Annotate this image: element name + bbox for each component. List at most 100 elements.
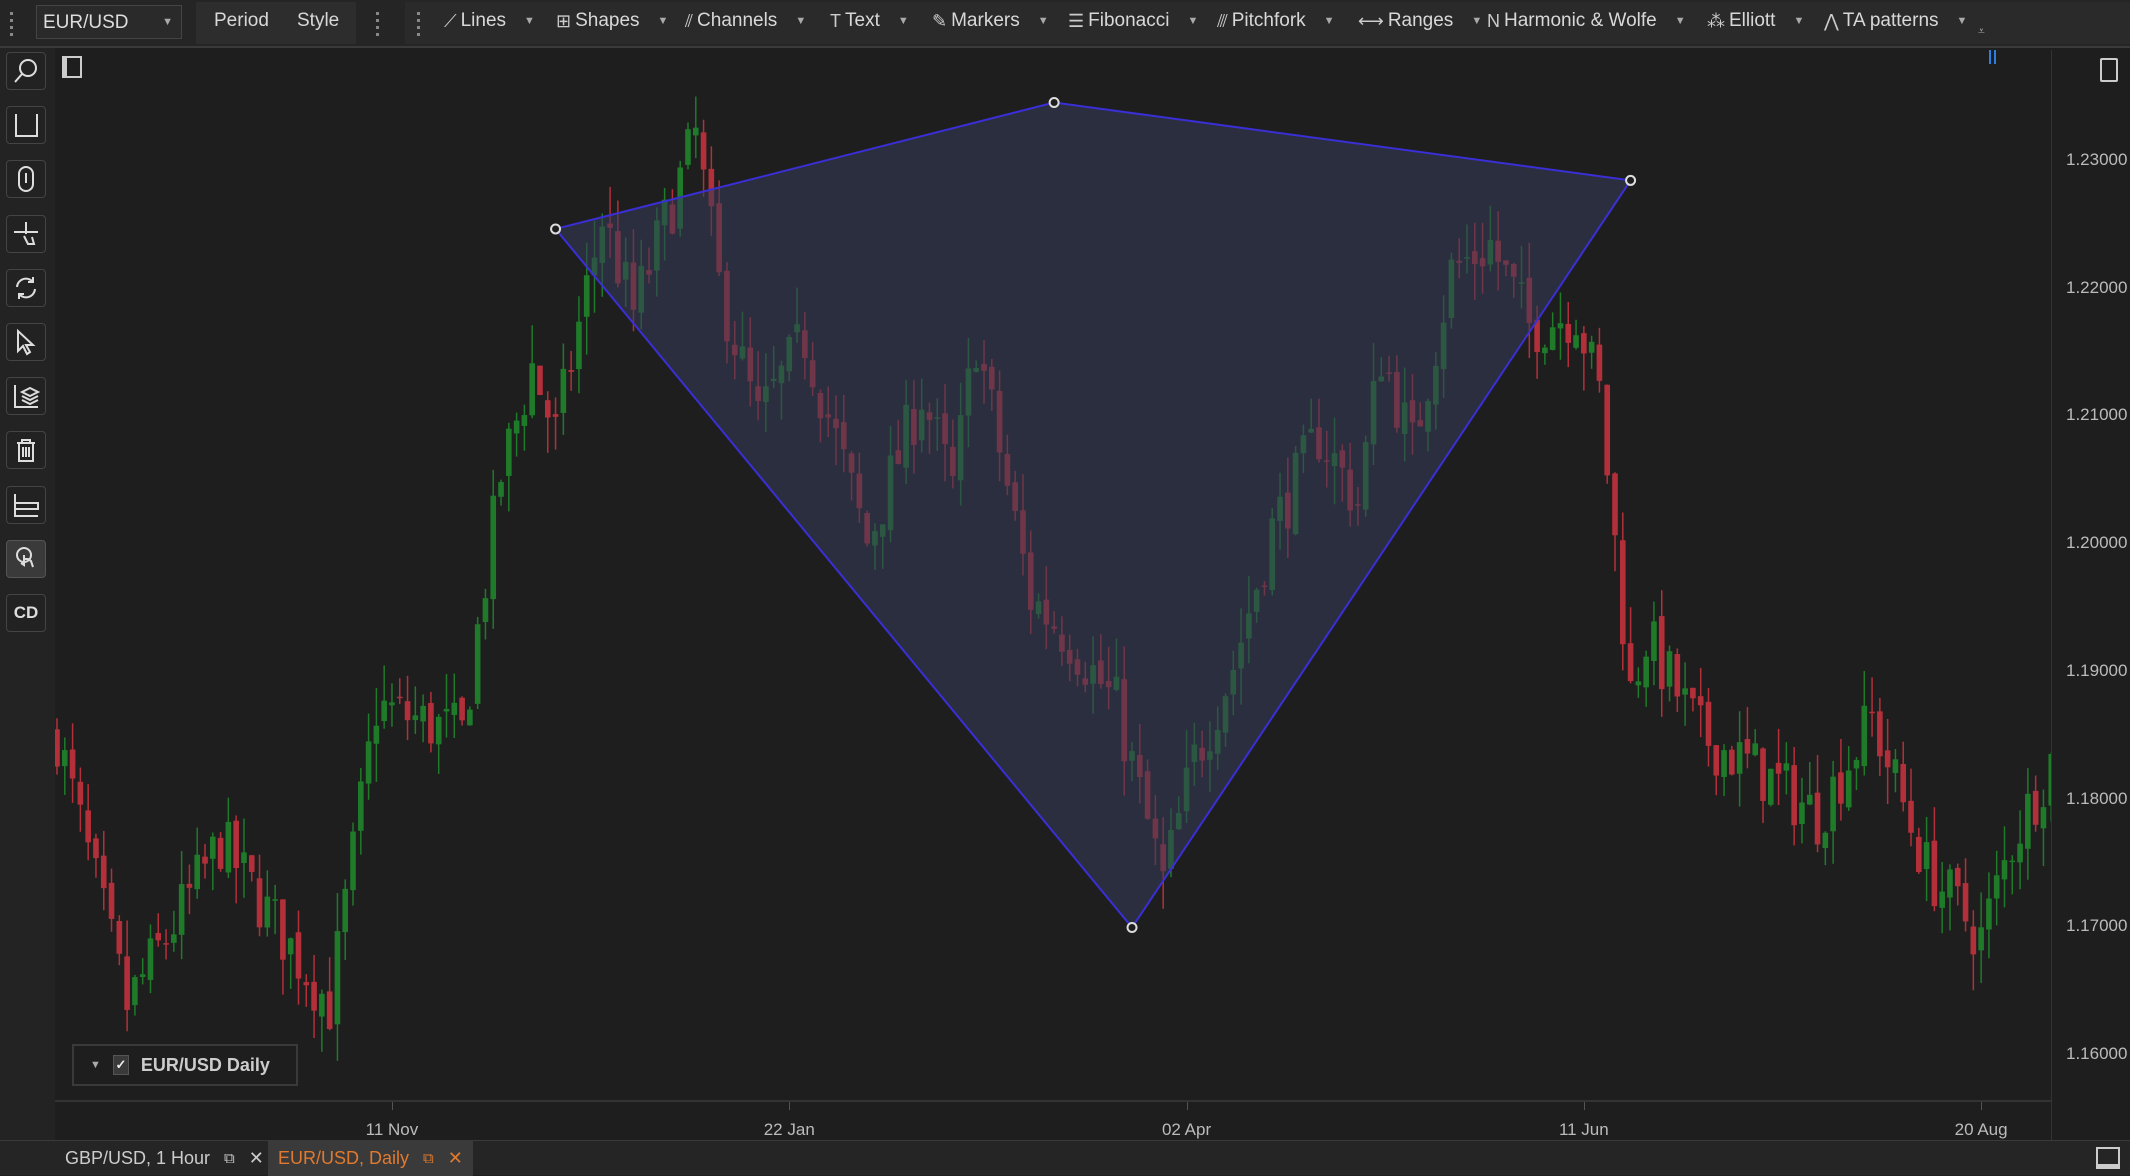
candle-body [451,702,458,715]
touch-mode-button[interactable] [6,539,46,578]
panel-toggle-icon[interactable] [2100,58,2118,82]
axis-settings-button[interactable] [6,485,46,524]
drawing-handle[interactable] [1625,174,1637,186]
refresh-icon [16,276,36,299]
candle-body [1830,776,1836,832]
chevron-down-icon[interactable]: ▼ [1471,15,1483,27]
time-tick-label: 11 Jun [1558,1120,1609,1139]
time-axis[interactable]: 11 Nov 22 Jan 02 Apr 11 Jun 20 Aug [55,1100,2051,1140]
chevron-down-icon[interactable]: ▼ [897,15,909,27]
maximize-icon[interactable] [2096,1147,2120,1169]
chevron-down-icon[interactable]: ▼ [795,15,807,27]
tool-elliott[interactable]: ⁂ Elliott ▼ [1707,10,1804,32]
tool-pitchfork[interactable]: ⫻ Pitchfork ▼ [1217,10,1335,32]
candle-body [93,838,99,859]
style-button[interactable]: Style [297,10,340,31]
candle-body [1565,323,1572,343]
chevron-down-icon[interactable]: ▼ [1187,15,1199,27]
tool-lines[interactable]: ⟋ Lines ▼ [444,10,535,32]
axis-scale-button[interactable] [6,106,46,145]
zoom-button[interactable] [6,52,46,90]
fibonacci-icon: ☰ [1068,10,1085,31]
tab-eurusd-daily[interactable]: EUR/USD, Daily ⧉ ✕ [268,1141,473,1176]
close-icon[interactable]: ✕ [447,1148,463,1168]
toolbar-grip[interactable] [10,12,13,36]
tool-channels[interactable]: ⫽ Channels ▼ [685,10,806,32]
chevron-down-icon[interactable]: ▼ [657,15,669,27]
channels-icon: ⫽ [685,10,694,31]
price-axis[interactable]: 1.23000 1.22000 1.21000 1.20000 1.19000 1.180… [2051,50,2130,1140]
detach-icon[interactable]: ⧉ [423,1150,434,1167]
tool-ta-patterns[interactable]: ⋀ TA patterns ▼ [1824,10,1967,32]
layers-button[interactable] [6,377,46,416]
trash-button[interactable] [6,431,46,470]
toolbar-grip[interactable] [417,12,420,36]
tab-gbpusd-1hour[interactable]: GBP/USD, 1 Hour ⧉ ✕ [55,1141,274,1176]
candle-body [381,700,387,722]
candle-body [1736,742,1743,774]
chevron-down-icon[interactable]: ▼ [1956,15,1968,27]
candle-body [1690,687,1696,699]
candle-body [1666,651,1673,687]
crosshair-data-button[interactable]: CD [6,594,46,632]
tool-markers[interactable]: ✎ Markers ▼ [932,10,1049,32]
tool-label: Lines [460,10,507,31]
pan-icon [14,221,38,245]
tool-shapes[interactable]: ⊞ Shapes ▼ [556,10,668,32]
tool-fibonacci[interactable]: ☰ Fibonacci ▼ [1068,10,1198,32]
sidebar-toggle-icon[interactable] [62,56,82,78]
drawing-handle[interactable] [550,223,562,235]
tool-harmonic-wolfe[interactable]: N Harmonic & Wolfe ▼ [1487,10,1686,32]
candle-body [132,977,138,1006]
candle-body [264,896,271,928]
tool-text[interactable]: T Text ▼ [830,10,909,32]
candle-body [521,415,528,426]
cursor-button[interactable] [6,323,46,361]
candle-body [1970,926,1977,955]
chevron-down-icon[interactable]: ▼ [1323,15,1335,27]
candle-body [474,624,481,704]
candle-body [583,275,590,317]
candle-body [506,428,512,476]
chevron-down-icon[interactable]: ▼ [1674,15,1686,27]
pan-button[interactable] [6,214,46,253]
chevron-down-icon[interactable]: ▼ [1793,15,1805,27]
series-legend[interactable]: ▼ ✓ EUR/USD Daily [72,1044,298,1086]
candle-body [459,697,465,721]
drawing-handle[interactable] [1126,921,1138,933]
series-visibility-checkbox[interactable]: ✓ [112,1055,129,1075]
candle-body [1768,768,1774,805]
refresh-button[interactable] [6,268,46,307]
chart-plot-area[interactable] [55,50,2051,1100]
candle-body [513,420,520,434]
candle-body [342,888,349,933]
candle-body [428,703,434,744]
detach-icon[interactable]: ⧉ [224,1150,235,1167]
chevron-down-icon[interactable]: ▼ [1037,15,1049,27]
candle-body [108,882,115,919]
period-button[interactable]: Period [214,10,269,31]
symbol-select[interactable]: EUR/USD ▼ [36,5,182,39]
drawing-handle[interactable] [1048,97,1060,109]
zoom-icon [14,59,37,83]
candle-body [1752,743,1759,756]
price-tick-label: 1.17000 [2066,916,2128,936]
candle-body [1900,764,1907,803]
overflow-icon[interactable]: ⩡ [1978,24,1985,38]
candle-body [1542,347,1548,354]
tool-label: Pitchfork [1231,10,1306,31]
candle-body [1931,840,1938,907]
toolbar-grip[interactable] [376,12,379,36]
tool-ranges[interactable]: ⟷ Ranges ▼ [1358,10,1482,32]
mouse-scroll-button[interactable] [6,160,46,199]
harmonic-icon: N [1487,10,1500,31]
candlestick-chart[interactable] [55,50,2051,1100]
symbol-value: EUR/USD [43,12,129,33]
candle-body [396,696,403,699]
chevron-down-icon[interactable]: ▼ [524,15,535,27]
collapse-icon[interactable]: ▼ [90,1059,101,1071]
close-icon[interactable]: ✕ [248,1148,264,1168]
pitchfork-icon: ⫻ [1217,10,1228,31]
candle-body [163,943,169,945]
candle-body [1877,711,1883,757]
